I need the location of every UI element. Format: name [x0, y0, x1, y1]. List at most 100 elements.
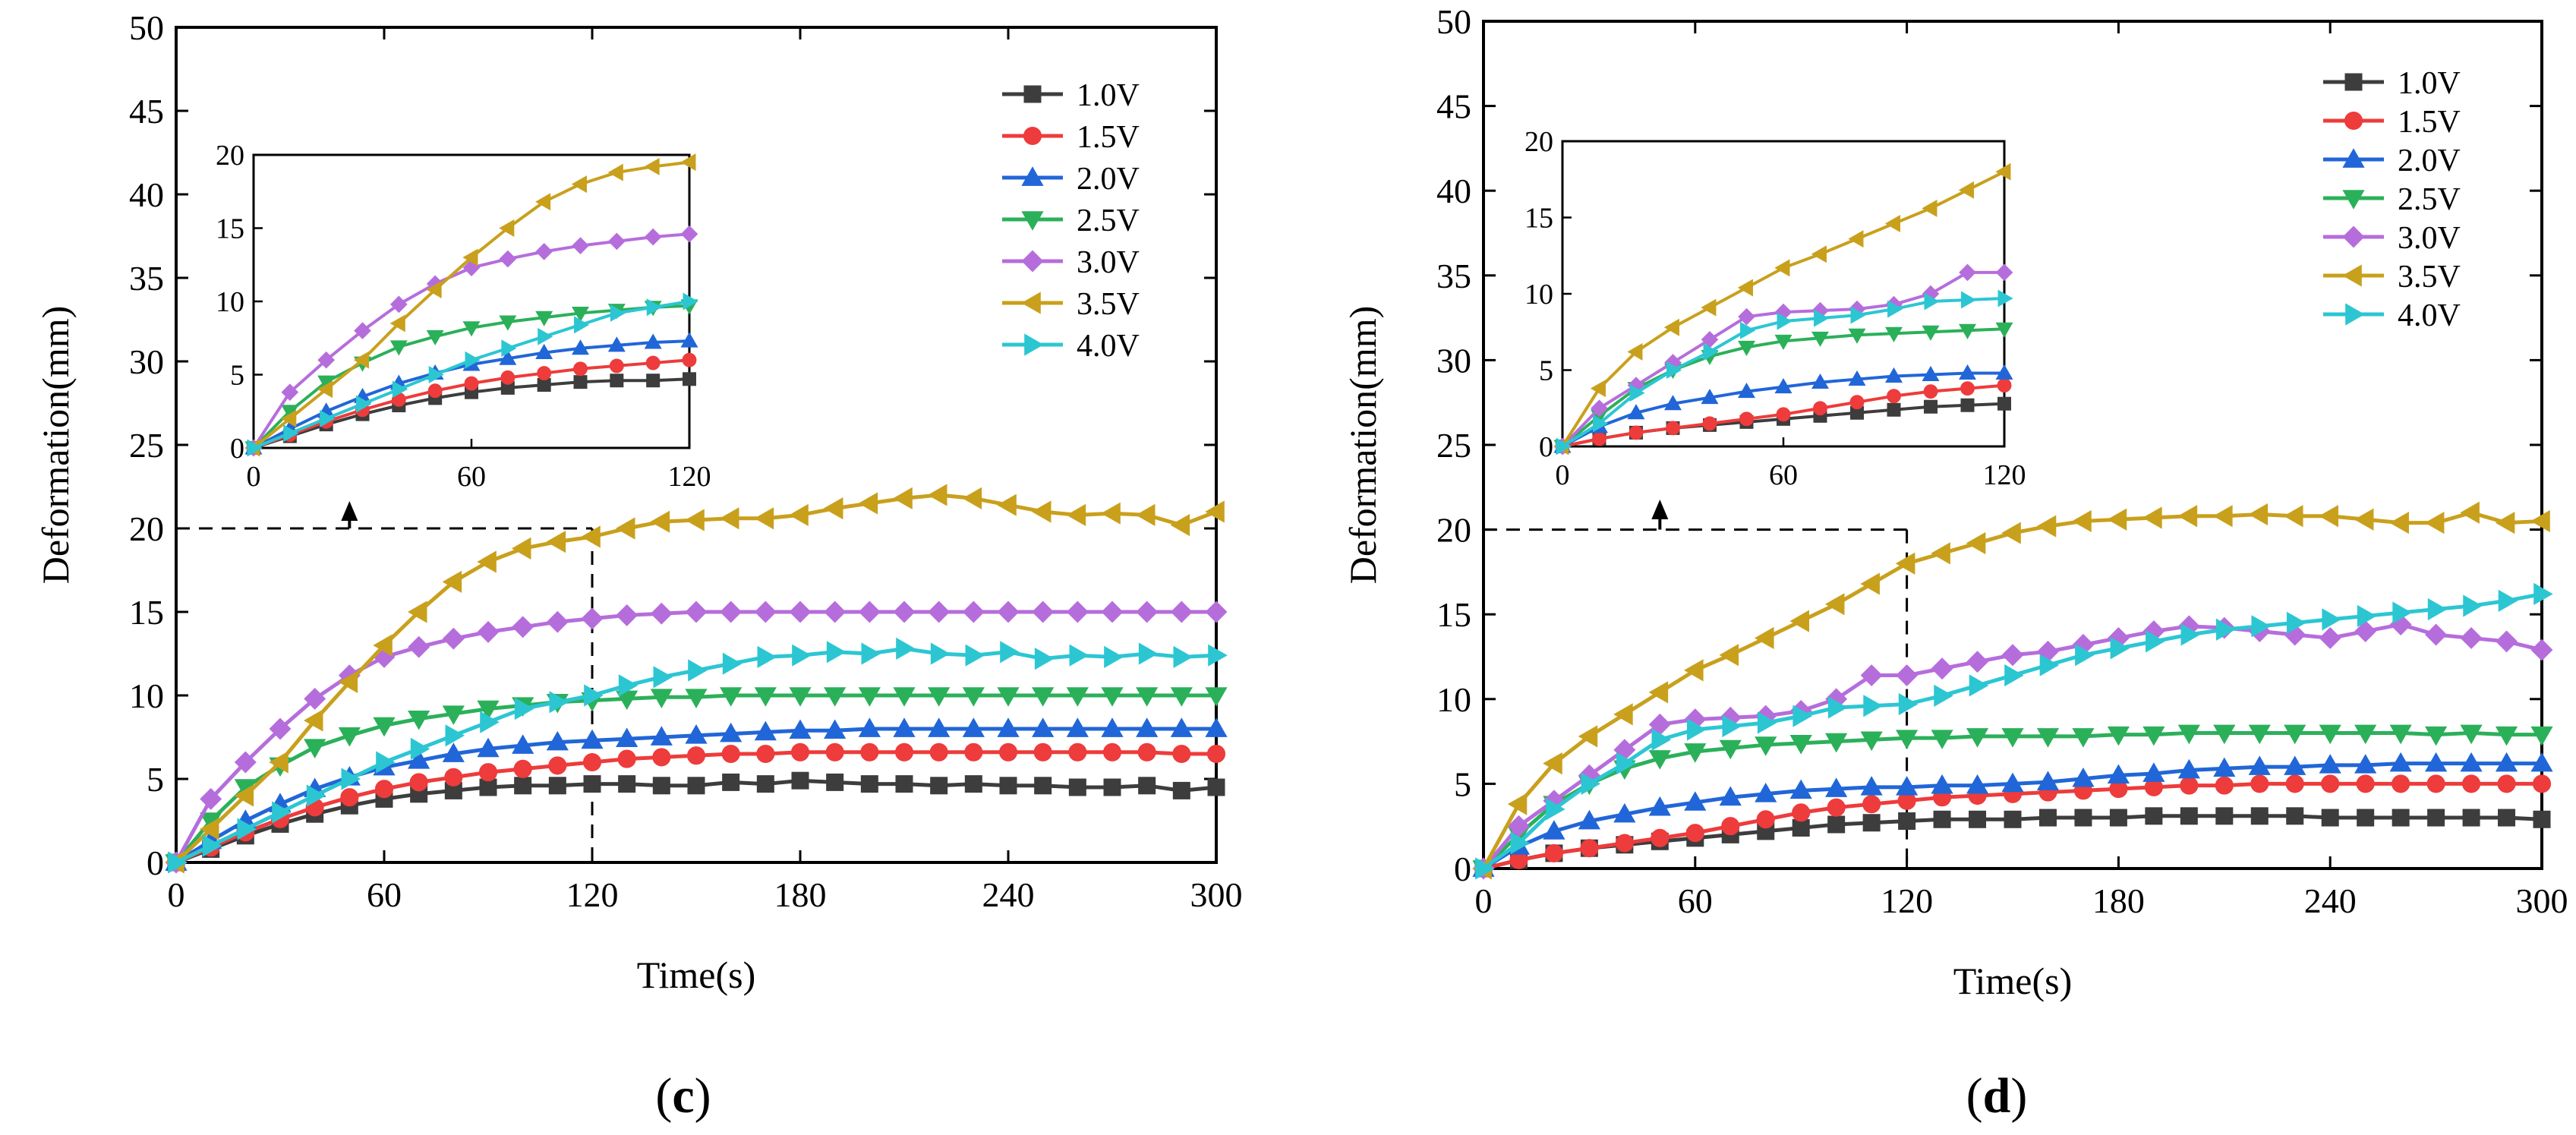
inset-data-point	[644, 228, 662, 246]
data-point	[1863, 695, 1883, 717]
data-point	[1580, 839, 1599, 858]
data-point	[789, 687, 812, 707]
data-point	[304, 739, 326, 758]
data-point	[514, 777, 532, 795]
inset-data-point	[390, 295, 408, 314]
data-point	[1651, 728, 1672, 751]
inset-data-point	[1995, 364, 2013, 380]
y-tick-label: 20	[129, 509, 164, 548]
legend-marker	[2344, 73, 2363, 91]
data-point	[2072, 509, 2092, 533]
legend-marker	[2344, 111, 2363, 131]
data-point	[1824, 593, 1845, 616]
data-point	[2284, 755, 2306, 775]
data-point	[896, 637, 916, 661]
inset-data-point	[281, 409, 297, 427]
data-point	[1136, 601, 1159, 623]
inset-data-point	[1738, 307, 1755, 326]
inset-chart: 0 5 10 15 20 0 60 120	[1524, 126, 2026, 491]
data-point	[720, 722, 743, 742]
data-point	[997, 493, 1017, 516]
data-point	[893, 601, 916, 623]
data-point	[2460, 724, 2483, 745]
data-point	[791, 771, 809, 790]
y-tick-label: 30	[129, 342, 164, 381]
inset-data-point	[356, 395, 372, 413]
data-point	[1896, 664, 1919, 687]
data-point	[1613, 802, 1636, 823]
data-point	[895, 775, 913, 793]
x-tick-label: 300	[2516, 881, 2568, 920]
data-point	[2357, 604, 2377, 628]
data-point	[999, 777, 1017, 795]
data-point	[756, 775, 774, 793]
inset-data-point	[1850, 306, 1866, 324]
inset-data-point	[535, 193, 551, 211]
data-point	[616, 604, 638, 626]
data-point	[824, 601, 847, 623]
data-point	[1827, 798, 1846, 817]
data-point	[824, 687, 847, 707]
data-point	[2532, 774, 2552, 793]
inset-data-point	[354, 322, 371, 339]
data-point	[790, 742, 810, 761]
data-point	[1756, 810, 1775, 829]
inset-data-point	[426, 329, 444, 345]
data-point	[1066, 601, 1089, 623]
inset-data-point	[426, 281, 442, 299]
data-point	[1173, 645, 1193, 669]
data-point	[2001, 644, 2024, 667]
data-point	[1684, 659, 1704, 682]
data-point	[1789, 779, 1812, 799]
inset-data-point	[1702, 416, 1717, 431]
inset-data-point	[609, 358, 624, 374]
data-point	[2356, 774, 2375, 793]
data-point	[1966, 774, 1989, 794]
data-point	[2177, 505, 2198, 528]
series-3-0v	[165, 601, 1228, 874]
inset-data-point	[1961, 291, 1977, 309]
data-point	[2072, 728, 2095, 748]
inset-data-point	[1924, 292, 1940, 311]
data-point	[2424, 752, 2448, 772]
inset-data-point	[1664, 395, 1682, 411]
data-point	[1616, 752, 1636, 775]
inset-data-point	[465, 351, 481, 369]
legend-marker	[1021, 166, 1044, 186]
inset-x-tick-label: 60	[457, 461, 486, 493]
x-tick-label: 180	[774, 875, 827, 914]
inset-data-point	[683, 372, 696, 386]
data-point	[2427, 597, 2448, 621]
inset-data-point	[500, 370, 516, 385]
data-point	[480, 711, 500, 733]
data-point	[720, 601, 743, 623]
data-point	[408, 710, 430, 730]
data-point	[581, 607, 604, 630]
data-point	[1825, 733, 1848, 753]
data-point	[1755, 783, 1777, 802]
data-point	[1860, 731, 1883, 752]
data-point	[2354, 754, 2377, 774]
inset-data-point	[1997, 396, 2011, 411]
data-point	[237, 818, 257, 840]
inset-data-point	[1701, 389, 1719, 405]
data-point	[1508, 815, 1530, 837]
inset-data-point	[1959, 323, 1976, 339]
data-point	[1860, 776, 1883, 796]
data-point	[1931, 542, 1950, 565]
inset-data-point	[608, 232, 626, 251]
data-point	[2530, 726, 2553, 746]
data-point	[2354, 508, 2374, 531]
data-point	[858, 601, 881, 623]
data-point	[1101, 601, 1124, 623]
data-point	[2424, 512, 2445, 534]
data-point	[858, 687, 881, 707]
data-point	[408, 749, 430, 769]
data-point	[1898, 692, 1919, 716]
data-point	[269, 717, 292, 740]
data-point	[2462, 809, 2480, 827]
data-point	[442, 742, 465, 762]
data-point	[1648, 796, 1671, 816]
data-point	[858, 492, 878, 515]
